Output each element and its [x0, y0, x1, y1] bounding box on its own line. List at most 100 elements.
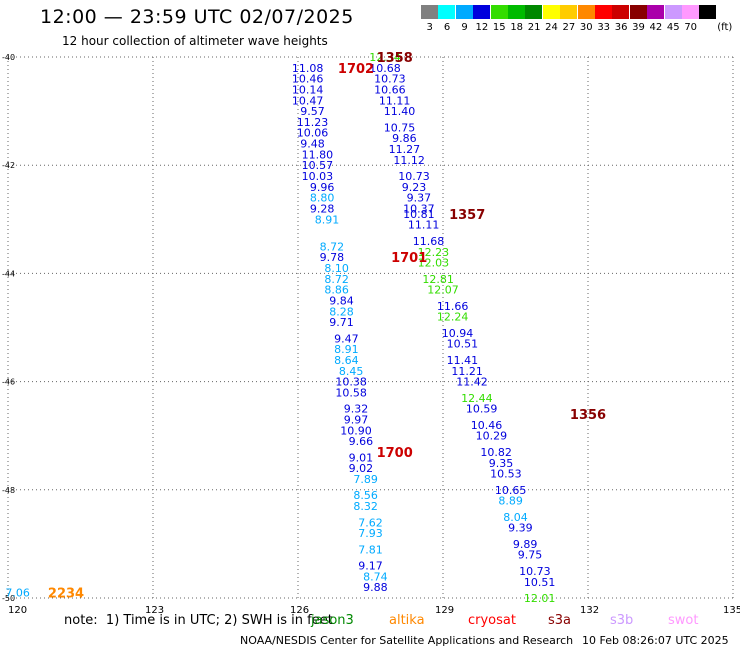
legend-label: 27 — [562, 22, 576, 33]
data-point: 9.17 — [358, 560, 383, 573]
data-point: 10.06 — [297, 127, 329, 140]
data-point: 10.29 — [476, 430, 508, 443]
legend-swatch — [455, 5, 473, 19]
track-time-label: 1701 — [391, 251, 427, 266]
legend-label: 21 — [527, 22, 541, 33]
data-point: 7.81 — [358, 543, 383, 556]
legend-label: 70 — [684, 22, 698, 33]
data-point: 8.91 — [334, 343, 359, 356]
data-point: 11.27 — [389, 143, 421, 156]
data-point: 12.44 — [461, 392, 493, 405]
track-time-label: 2234 — [48, 587, 84, 602]
data-point: 9.32 — [344, 403, 369, 416]
data-point: 12.81 — [422, 273, 454, 286]
data-point: 12.03 — [418, 257, 450, 270]
data-point: 10.46 — [292, 73, 324, 86]
data-point: 10.82 — [480, 446, 512, 459]
legend-swatch — [595, 5, 612, 19]
data-point: 11.68 — [413, 235, 445, 248]
legend-unit: (ft) — [717, 22, 733, 33]
page-subtitle: 12 hour collection of altimeter wave hei… — [62, 34, 328, 48]
data-point: 8.10 — [324, 262, 349, 275]
legend-label: 30 — [579, 22, 593, 33]
satellite-s3a: s3a — [548, 613, 572, 628]
data-point: 11.40 — [384, 105, 416, 118]
page-title: 12:00 — 23:59 UTC 02/07/2025 — [40, 6, 354, 28]
data-point: 9.28 — [310, 202, 335, 215]
data-point: 9.71 — [329, 316, 354, 329]
data-point: 7.06 — [5, 587, 30, 600]
data-point: 10.90 — [340, 424, 372, 437]
data-point: 11.08 — [292, 62, 324, 75]
legend-swatch — [664, 5, 682, 19]
legend-swatch — [699, 5, 717, 19]
data-point: 9.48 — [300, 138, 325, 151]
data-point: 10.94 — [442, 327, 474, 340]
data-point: 9.89 — [513, 538, 538, 551]
x-tick-label: 120 — [8, 605, 27, 616]
credit-text: NOAA/NESDIS Center for Satellite Applica… — [240, 634, 574, 647]
data-point: 10.57 — [302, 159, 334, 172]
legend-label: 12 — [475, 22, 489, 33]
data-point: 10.51 — [524, 576, 556, 589]
data-point: 10.38 — [335, 376, 367, 389]
data-point: 10.14 — [292, 83, 324, 96]
legend-label: 15 — [492, 22, 506, 33]
footer-note: note: 1) Time is in UTC; 2) SWH is in fe… — [64, 613, 333, 628]
satellite-cryosat: cryosat — [468, 613, 516, 628]
data-point: 10.73 — [398, 170, 430, 183]
data-point: 9.88 — [363, 581, 388, 594]
legend-swatch — [682, 5, 699, 19]
timestamp-text: 10 Feb 08:26:07 UTC 2025 — [582, 634, 729, 647]
data-point: 9.86 — [392, 132, 417, 145]
data-point: 10.58 — [335, 386, 367, 399]
data-point: 11.41 — [447, 354, 479, 367]
x-tick-label: 126 — [290, 605, 309, 616]
data-point: 11.21 — [451, 365, 483, 378]
data-point: 10.75 — [384, 121, 416, 134]
satellite-s3b: s3b — [610, 613, 634, 628]
legend-label: 9 — [461, 22, 468, 33]
data-point: 9.39 — [508, 522, 533, 535]
legend-label: 33 — [597, 22, 611, 33]
data-point: 9.97 — [344, 413, 369, 426]
data-point: 9.47 — [334, 332, 359, 345]
data-point: 8.64 — [334, 354, 359, 367]
data-point: 12.01 — [524, 592, 556, 605]
data-point: 10.46 — [471, 419, 503, 432]
data-point: 10.53 — [490, 468, 522, 481]
data-point: 11.66 — [437, 300, 469, 313]
data-point: 8.72 — [324, 273, 349, 286]
data-point: 12.07 — [427, 284, 459, 297]
satellite-altika: altika — [389, 613, 425, 628]
x-tick-label: 132 — [580, 605, 599, 616]
legend-swatch — [525, 5, 543, 19]
y-tick-label: -40 — [2, 53, 15, 62]
legend-swatch — [577, 5, 595, 19]
data-point: 9.66 — [349, 435, 374, 448]
data-point: 11.11 — [379, 94, 411, 107]
data-point: 9.84 — [329, 294, 354, 307]
data-point: 8.04 — [503, 511, 528, 524]
track-time-label: 1702 — [338, 62, 374, 77]
legend-label: 39 — [632, 22, 645, 33]
legend-swatch — [542, 5, 560, 19]
legend-swatch — [473, 5, 491, 19]
data-point: 9.78 — [320, 251, 345, 264]
data-point: 11.12 — [393, 154, 425, 167]
legend-label: 24 — [545, 22, 558, 33]
data-point: 8.45 — [339, 365, 364, 378]
data-point: 8.91 — [315, 213, 340, 226]
data-point: 9.35 — [489, 457, 514, 470]
data-point: 9.96 — [310, 181, 335, 194]
data-point: 8.32 — [353, 500, 378, 513]
data-point: 11.11 — [408, 219, 440, 232]
data-point: 7.89 — [353, 473, 378, 486]
data-point: 12.24 — [437, 311, 469, 324]
legend-label: 3 — [426, 22, 433, 33]
data-point: 10.73 — [519, 565, 551, 578]
legend-swatch — [438, 5, 456, 19]
data-point: 8.80 — [310, 192, 335, 205]
y-tick-label: -42 — [2, 161, 15, 170]
